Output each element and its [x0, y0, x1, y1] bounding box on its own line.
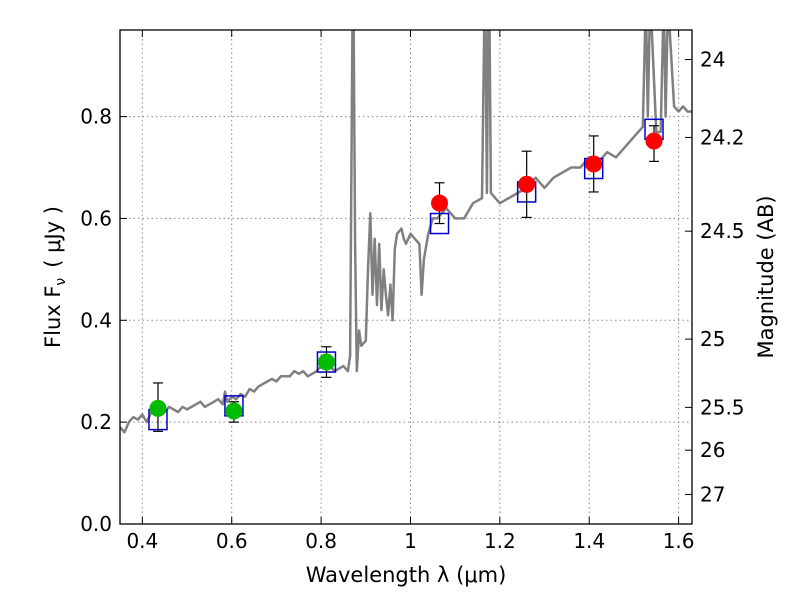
- x-tick-label: 0.8: [305, 529, 337, 553]
- nir-point: [585, 155, 603, 173]
- right-tick-label: 27: [700, 482, 725, 506]
- optical-point: [317, 353, 335, 371]
- x-tick-label: 1.2: [484, 529, 516, 553]
- x-tick-label: 1.4: [573, 529, 605, 553]
- x-tick-label: 1.6: [663, 529, 695, 553]
- right-tick-label: 26: [700, 438, 725, 462]
- y-tick-label: 0.8: [80, 105, 112, 129]
- right-tick-label: 24.2: [700, 125, 745, 149]
- y-tick-label: 0.4: [80, 308, 112, 332]
- y-axis-label-unit: ( μJy ): [41, 206, 65, 268]
- optical-point: [225, 402, 243, 420]
- right-axis-label: Magnitude (AB): [754, 195, 778, 358]
- optical-point: [149, 399, 167, 417]
- marker-layer: [148, 118, 664, 432]
- right-tick-label: 25: [700, 327, 725, 351]
- y-tick-label: 0.0: [80, 512, 112, 536]
- y-tick-label: 0.2: [80, 410, 112, 434]
- right-axis-label-group: Magnitude (AB): [754, 195, 778, 358]
- y-axis-label: Flux Fν ( μJy ): [41, 206, 69, 348]
- nir-point: [518, 175, 536, 193]
- ticks: 0.4 0.6 0.8 1 1.2 1.4 1.6 0.0 0.2 0.4 0.6 0.8 24 24.2…: [80, 30, 745, 553]
- y-axis-label-subscript: ν: [53, 278, 69, 286]
- y-tick-label: 0.6: [80, 206, 112, 230]
- x-tick-label: 1: [404, 529, 417, 553]
- x-axis-label: Wavelength λ (μm): [306, 563, 507, 587]
- x-tick-label: 0.4: [126, 529, 158, 553]
- x-tick-label: 0.6: [216, 529, 248, 553]
- y-axis-label-main: Flux F: [41, 286, 65, 348]
- plot-area: [120, 30, 692, 524]
- right-tick-label: 24.5: [700, 219, 745, 243]
- y-axis-label-group: Flux Fν ( μJy ): [41, 206, 69, 348]
- plot-frame: [119, 29, 693, 525]
- nir-point: [645, 132, 663, 150]
- right-tick-label: 25.5: [700, 395, 745, 419]
- right-tick-label: 24: [700, 48, 725, 72]
- nir-point: [431, 194, 449, 212]
